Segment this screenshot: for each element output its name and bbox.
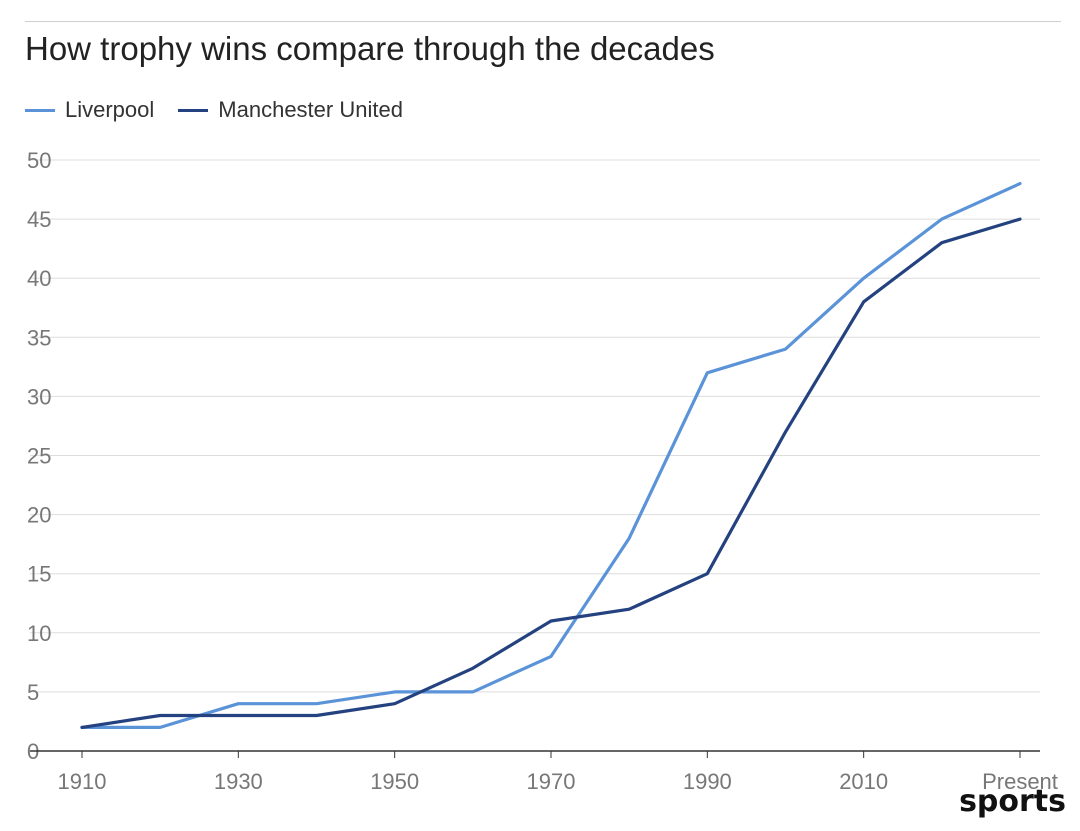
x-tick-label-1990: 1990	[683, 769, 732, 794]
x-tick-label-2010: 2010	[839, 769, 888, 794]
series-line-liverpool	[80, 182, 1022, 730]
x-tick-label-1970: 1970	[527, 769, 576, 794]
y-tick-label-35: 35	[27, 325, 51, 350]
y-tick-label-40: 40	[27, 266, 51, 291]
chart-title: How trophy wins compare through the deca…	[25, 30, 715, 67]
y-tick-label-45: 45	[27, 207, 51, 232]
y-tick-label-10: 10	[27, 621, 51, 646]
x-tick-label-present: Present	[982, 769, 1058, 794]
y-tick-label-50: 50	[27, 148, 51, 173]
legend-label-liverpool: Liverpool	[65, 97, 155, 122]
x-tick-label-1910: 1910	[58, 769, 107, 794]
legend-item-manchester-united: Manchester United	[178, 97, 403, 123]
x-tick-label-1950: 1950	[370, 769, 419, 794]
y-tick-label-15: 15	[27, 562, 51, 587]
legend-swatch-manchester-united	[178, 108, 209, 112]
legend: Liverpool Manchester United	[25, 97, 427, 123]
legend-label-manchester-united: Manchester United	[218, 97, 403, 122]
y-tick-label-20: 20	[27, 503, 51, 528]
series-line-manchester-united	[80, 217, 1022, 730]
x-tick-label-1930: 1930	[214, 769, 263, 794]
y-tick-label-25: 25	[27, 444, 51, 469]
watermark-logo: sports	[959, 784, 1066, 819]
top-rule	[25, 21, 1061, 22]
legend-swatch-liverpool	[25, 108, 55, 112]
y-tick-label-30: 30	[27, 384, 51, 409]
y-tick-label-5: 5	[27, 680, 39, 705]
legend-item-liverpool: Liverpool	[25, 97, 154, 123]
